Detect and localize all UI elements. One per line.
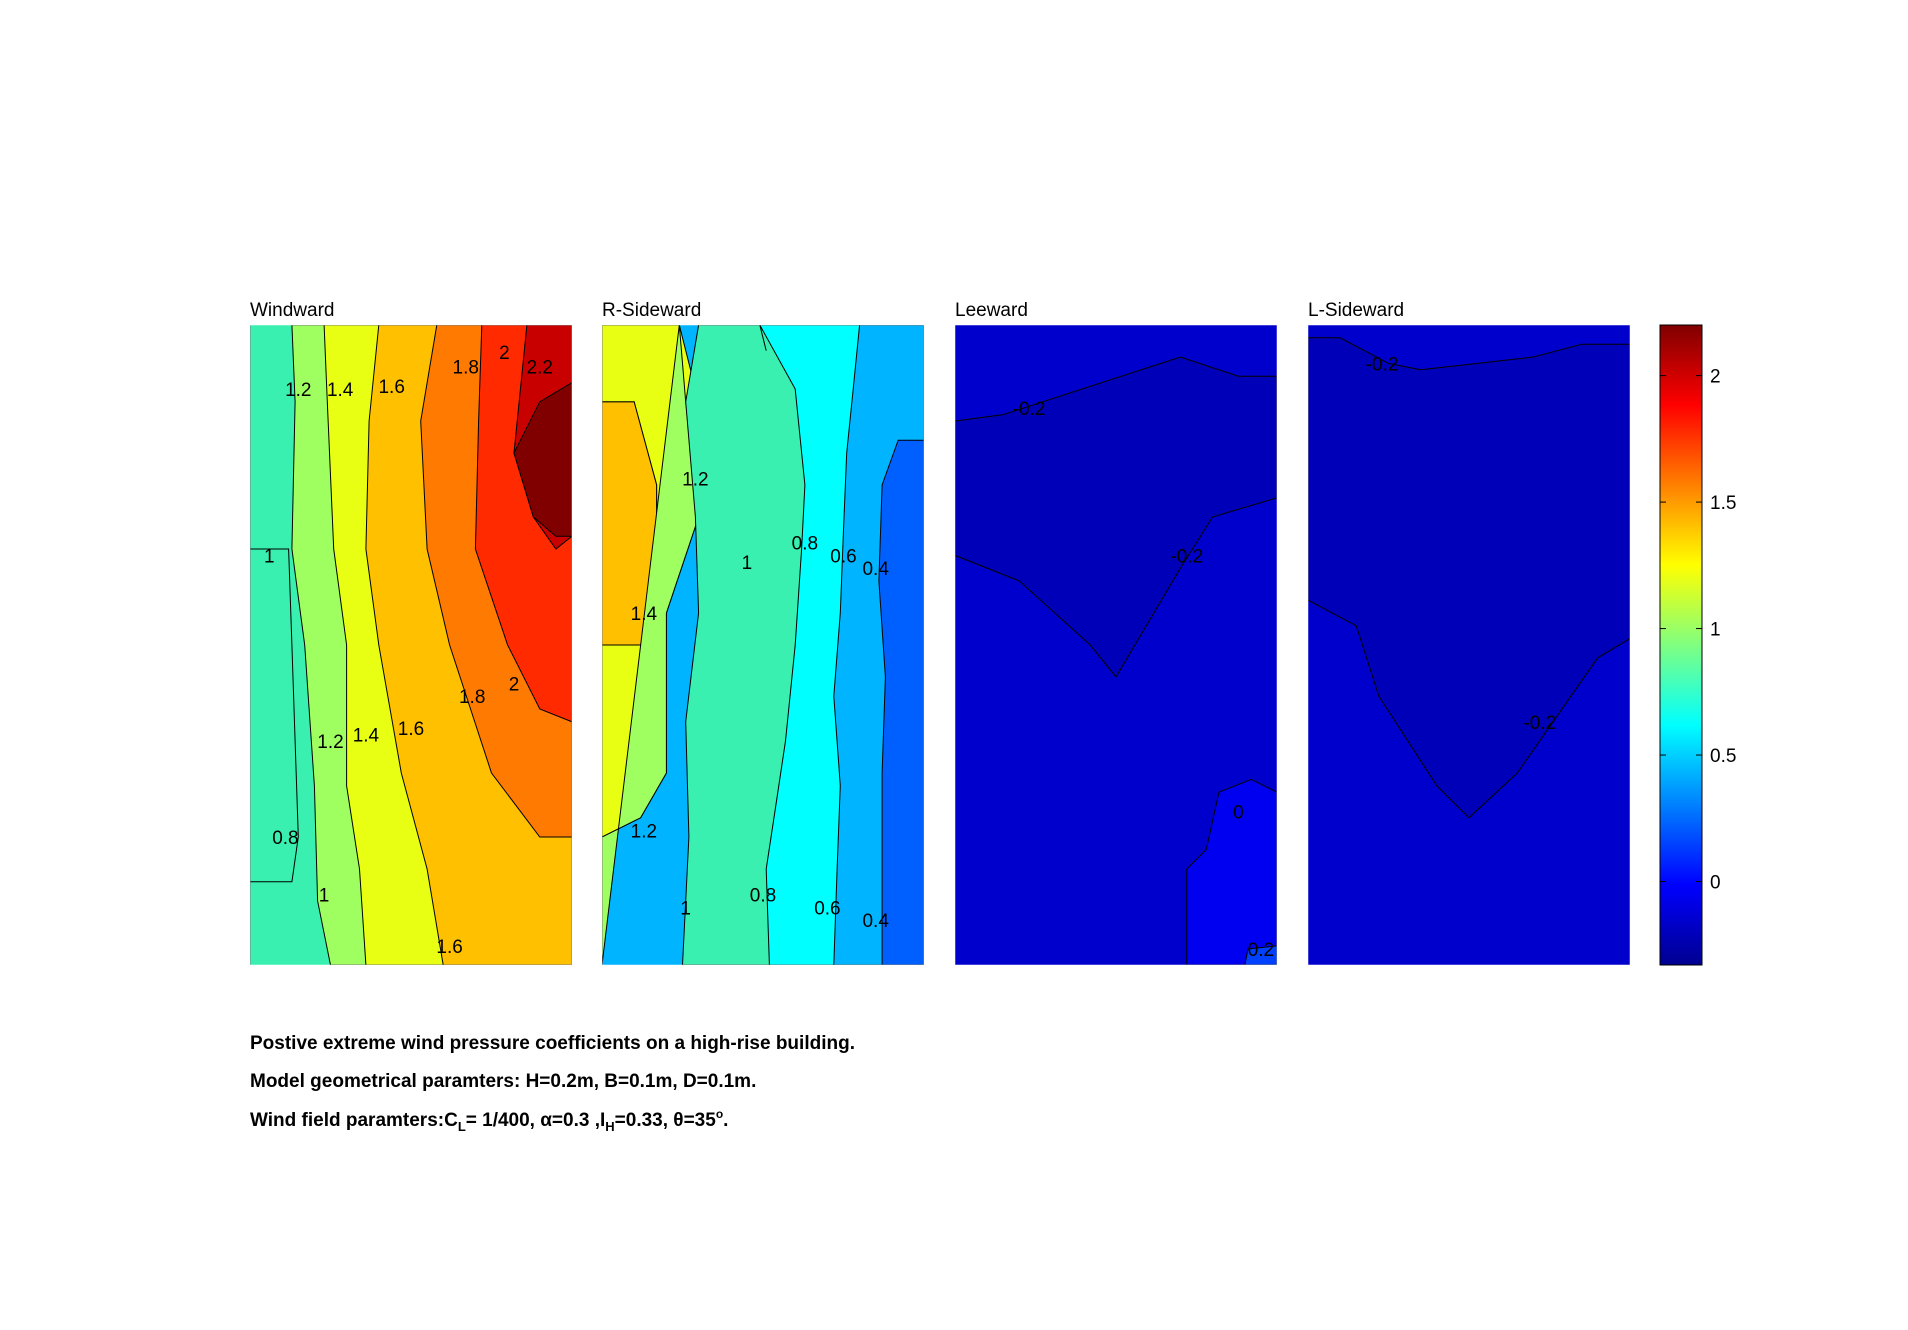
contour-label: 0.2 (1248, 940, 1274, 961)
contour-label: 0.8 (272, 828, 298, 849)
contour-label: 1.2 (682, 470, 708, 491)
contour-label: 1.2 (317, 732, 343, 753)
contour-label: -0.2 (1523, 713, 1556, 734)
contour-label: 0.8 (792, 534, 818, 555)
contour-label: 0.6 (814, 898, 840, 919)
caption-line-3: Wind field paramters:CL= 1/400, α=0.3 ,I… (250, 1107, 728, 1134)
contour-label: 0.8 (750, 886, 776, 907)
contour-label: 1 (680, 898, 691, 919)
colorbar-tick-label: 1 (1710, 620, 1721, 641)
contour-label: 0.4 (862, 559, 889, 580)
caption-text: = 1/400, α=0.3 ,I (465, 1110, 606, 1131)
colorbar-tick-label: 0 (1710, 873, 1721, 894)
panel-1: 1.2 1.4 1.6 1.8 2 2.2 1 1.8 2 1.2 1.4 1.6 0.8 1 1.6 Win… (249, 300, 573, 966)
contour-label: 1 (742, 553, 753, 574)
colorbar-tick-label: 0.5 (1710, 746, 1736, 767)
contour-label: 0.4 (862, 911, 889, 932)
contour-label: -0.2 (1366, 354, 1399, 375)
contour-label: 1.4 (353, 726, 380, 747)
contour-band (1244, 945, 1277, 965)
contour-label: 1.4 (327, 380, 354, 401)
panel-2: 1.2 1 0.8 0.6 0.4 1.4 1.2 1 0.8 0.6 0.4 R-Sideward (601, 300, 925, 966)
contour-label: 1.4 (631, 604, 658, 625)
panel-frame (601, 324, 925, 966)
panel-title: L-Sideward (1308, 300, 1404, 321)
panel-4: -0.2 -0.2 L-Sideward (1307, 300, 1631, 966)
contour-label: 2 (499, 343, 510, 364)
caption-text: . (723, 1110, 729, 1131)
contour-label: 1.6 (398, 719, 424, 740)
contour-label: 2.2 (527, 358, 553, 379)
contour-label: -0.2 (1013, 399, 1046, 420)
panel-title: Windward (250, 300, 334, 321)
caption-text: =0.33, θ=35 (614, 1110, 716, 1131)
panel-title: R-Sideward (602, 300, 701, 321)
colorbar: 2 1.5 1 0.5 0 (1659, 324, 1736, 966)
contour-band (955, 356, 1277, 678)
contour-label: 2 (509, 674, 520, 695)
caption-line-1: Postive extreme wind pressure coefficien… (250, 1033, 855, 1054)
colorbar-tick-label: 2 (1710, 367, 1721, 388)
contour-label: 0 (1233, 802, 1244, 823)
contour-label: -0.2 (1170, 546, 1203, 567)
panels: 1.2 1.4 1.6 1.8 2 2.2 1 1.8 2 1.2 1.4 1.6 0.8 1 1.6 Win… (249, 300, 1631, 966)
contour-label: 1.8 (459, 687, 485, 708)
contour-label: 1 (264, 546, 275, 567)
contour-band (1308, 337, 1630, 819)
caption-subscript: H (605, 1119, 615, 1134)
contour-label: 1.6 (436, 937, 462, 958)
contour-band (513, 382, 572, 537)
contour-band (1186, 778, 1277, 965)
panel-frame (249, 324, 573, 966)
caption-text: Wind field paramters:C (250, 1110, 458, 1131)
caption-line-2: Model geometrical paramters: H=0.2m, B=0… (250, 1071, 757, 1092)
contour-label: 1 (319, 886, 330, 907)
contour-label: 1.2 (631, 822, 657, 843)
colorbar-tick-label: 1.5 (1710, 493, 1736, 514)
caption-subscript: L (457, 1119, 466, 1134)
colorbar-bar (1659, 324, 1703, 966)
contour-band (250, 325, 299, 965)
contour-band (878, 325, 924, 965)
contour-label: 1.8 (453, 358, 479, 379)
contour-label: 0.6 (830, 546, 856, 567)
caption-superscript: o (715, 1107, 724, 1121)
panel-title: Leeward (955, 300, 1028, 321)
contour-label: 1.6 (378, 377, 404, 398)
panel-3: -0.2 -0.2 0 0.2 Leeward (954, 300, 1278, 966)
contour-label: 1.2 (285, 380, 311, 401)
panel-frame (954, 324, 1278, 966)
panel-frame (1307, 324, 1631, 966)
